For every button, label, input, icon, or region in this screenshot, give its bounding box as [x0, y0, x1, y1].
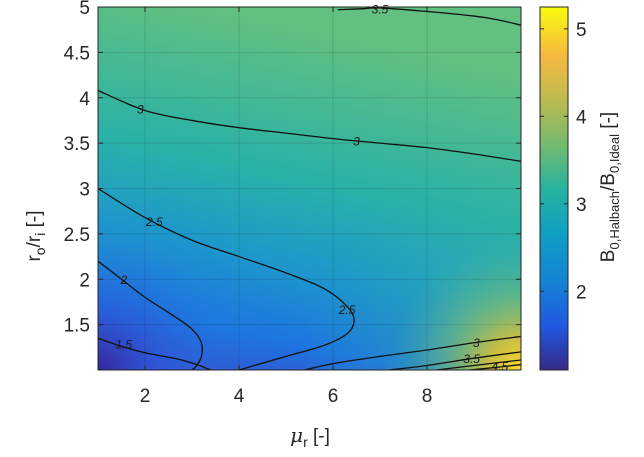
contour-line-3-5 — [389, 351, 522, 371]
contour-label: 3.5 — [463, 352, 480, 366]
colorbar-tick-label: 5 — [576, 20, 587, 41]
contour-line-2 — [97, 260, 203, 371]
contour-line-2-5 — [97, 187, 355, 371]
contour-label: 1.5 — [116, 338, 133, 352]
contour-label: 3 — [473, 336, 480, 350]
colorbar-tick-label: 3 — [576, 195, 587, 216]
x-tick-label: 6 — [328, 386, 339, 407]
y-tick-label: 5 — [79, 0, 90, 19]
colorbar-tick-label: 4 — [576, 107, 587, 128]
x-tick-label: 2 — [140, 386, 151, 407]
heatmap-high-region — [98, 7, 521, 370]
x-tick-label: 8 — [422, 386, 433, 407]
contour-label: 2.5 — [145, 215, 163, 229]
contour-line-3 — [304, 335, 522, 371]
x-axis-label: μr [-] — [290, 423, 330, 450]
y-tick-label: 1.5 — [64, 316, 90, 337]
colorbar-label: B0,Halbach/B0,Ideal [-] — [598, 112, 622, 262]
contour-line-4-5 — [469, 363, 522, 371]
contour-line-3 — [97, 89, 522, 162]
contour-label: 3 — [137, 103, 144, 117]
contour-label: 3 — [353, 134, 360, 148]
y-tick-label: 4 — [79, 89, 90, 110]
y-tick-label: 3.5 — [64, 134, 90, 155]
y-tick-label: 2 — [79, 270, 90, 291]
x-tick-label: 4 — [234, 386, 245, 407]
y-axis-label: ro/ri [-] — [24, 210, 48, 261]
colorbar — [539, 6, 569, 371]
contour-label: 2 — [120, 273, 128, 287]
contour-line-4 — [436, 359, 522, 371]
contour-line-1-5 — [97, 337, 212, 371]
contour-label: 2.5 — [338, 303, 356, 317]
colorbar-tick-label: 2 — [576, 282, 587, 303]
contour-label: 4.5 — [492, 359, 509, 373]
y-tick-label: 3 — [79, 180, 90, 201]
y-tick-label: 4.5 — [64, 43, 90, 64]
contour-label: 3.5 — [372, 3, 389, 17]
y-tick-label: 2.5 — [64, 225, 90, 246]
